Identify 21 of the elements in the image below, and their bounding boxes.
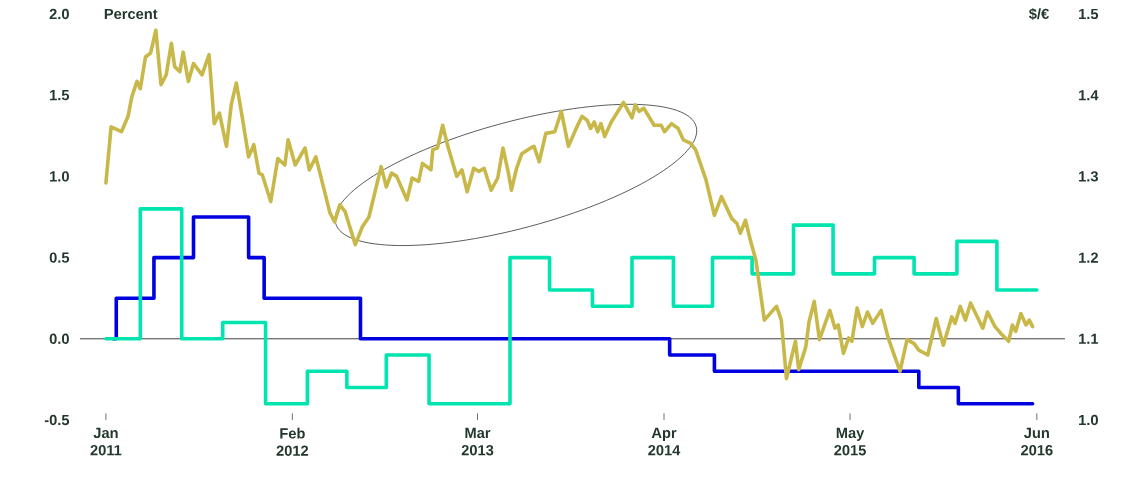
line-series <box>104 28 1035 381</box>
y-tick-label: 1.0 <box>50 171 69 182</box>
y2-tick-label: 1.2 <box>1079 252 1098 263</box>
y2-tick-label: 1.3 <box>1079 171 1099 182</box>
y2-tick-label: 1.1 <box>1079 333 1099 344</box>
y-axis-title: Percent <box>104 8 158 20</box>
x-tick-label: May 2015 <box>834 427 866 456</box>
x-tick-label: Apr 2014 <box>648 427 681 456</box>
x-tick-label: Jan 2011 <box>90 427 122 456</box>
x-tick-label: Mar 2013 <box>461 427 494 456</box>
y-tick-label: -0.5 <box>44 414 70 426</box>
y-tick-label: 1.5 <box>50 90 70 101</box>
y2-axis-title: $/€ <box>1028 8 1049 20</box>
y2-tick-label: 1.4 <box>1079 90 1099 101</box>
y-tick-label: 0.5 <box>49 252 70 263</box>
y2-tick-label: 1.0 <box>1079 414 1098 426</box>
y2-tick-label: 1.5 <box>1079 8 1099 20</box>
x-tick-label: Jun 2016 <box>1021 427 1053 456</box>
x-tick-label: Feb 2012 <box>276 427 309 456</box>
y-tick-label: 0.0 <box>49 333 69 344</box>
y-tick-label: 2.0 <box>49 8 69 20</box>
